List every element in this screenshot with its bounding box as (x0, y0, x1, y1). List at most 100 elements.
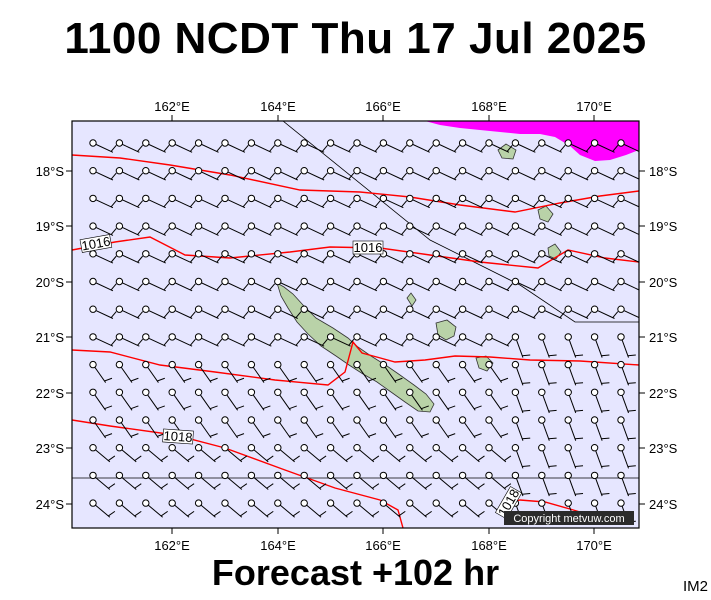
lat-tick-label: 20°S (649, 275, 678, 290)
wind-barb (379, 167, 408, 181)
wind-barb (406, 333, 434, 347)
wind-barb (617, 194, 639, 208)
wind-barb (617, 167, 639, 180)
wind-barb (590, 277, 619, 292)
wind-barb (247, 360, 271, 383)
wind-barb (221, 333, 249, 347)
wind-barb (458, 305, 487, 319)
lon-tick-label: 170°E (576, 99, 612, 114)
wind-barb (511, 388, 531, 414)
wind-barb (221, 471, 248, 490)
wind-barb (458, 471, 485, 490)
wind-barb (406, 277, 434, 292)
wind-barb (590, 167, 619, 181)
wind-barb (590, 444, 610, 469)
wind-barb (300, 471, 327, 490)
wind-barb (353, 222, 381, 236)
wind-barb (89, 388, 113, 411)
lon-tick-label: 162°E (154, 538, 190, 553)
lat-tick-label: 24°S (36, 497, 65, 512)
wind-barb (89, 305, 117, 319)
wind-barb (115, 416, 139, 439)
wind-barb (617, 360, 636, 386)
wind-barb (406, 222, 434, 236)
longitude-labels-bottom: 162°E 164°E 166°E 168°E 170°E (154, 538, 612, 553)
wind-barb (115, 139, 144, 153)
wind-barb (353, 194, 381, 209)
wind-barb (194, 416, 218, 439)
longitude-labels-top: 162°E 164°E 166°E 168°E 170°E (154, 99, 612, 114)
wind-barb (353, 360, 377, 383)
wind-barb (432, 222, 460, 236)
lat-tick-label: 22°S (36, 386, 65, 401)
wind-barb (485, 167, 513, 181)
lon-tick-label: 170°E (576, 538, 612, 553)
isobar-label: 1016 (80, 234, 111, 254)
wind-barb (247, 139, 276, 153)
wind-barb (379, 360, 403, 383)
wind-barb (379, 139, 408, 153)
wind-barb (617, 139, 639, 152)
wind-barb (89, 444, 116, 463)
wind-barb (353, 471, 380, 490)
wind-barb (485, 305, 513, 319)
lon-tick-label: 166°E (365, 538, 401, 553)
wind-barb (458, 333, 487, 347)
lat-tick-label: 24°S (649, 497, 678, 512)
wind-barb (247, 222, 276, 236)
wind-barb (511, 277, 540, 292)
ouvea-island (406, 292, 417, 307)
wind-barb (458, 444, 485, 463)
wind-barb (406, 194, 434, 209)
wind-barb (590, 305, 619, 319)
wind-barb (511, 444, 531, 469)
wind-barb (115, 277, 144, 292)
wind-barb (221, 139, 249, 153)
wind-barb (617, 222, 639, 236)
wind-barb (406, 360, 429, 383)
latitude-labels-right: 18°S 19°S 20°S 21°S 22°S 23°S 24°S (649, 164, 678, 512)
wind-barb (274, 222, 302, 236)
wind-barb (168, 167, 196, 181)
wind-barb (194, 139, 223, 153)
wind-barb (247, 499, 274, 518)
wind-barb (326, 305, 355, 319)
wind-barb (485, 388, 509, 411)
isobar-label-box (352, 240, 384, 255)
lon-tick-label: 164°E (260, 538, 296, 553)
wind-barb (247, 416, 271, 439)
wind-barb (432, 333, 460, 347)
wind-barb (300, 444, 327, 463)
wind-barb (432, 305, 460, 319)
wind-barb (194, 333, 223, 347)
wind-barb (458, 388, 482, 411)
wind-barb (590, 333, 610, 358)
wind-barb (115, 388, 139, 411)
wind-barb (142, 277, 170, 292)
wind-barb (590, 222, 619, 236)
wind-barb (590, 416, 610, 441)
wind-barb (247, 471, 274, 490)
wind-barb (194, 277, 223, 292)
wind-barb (406, 167, 434, 181)
wind-barb (168, 277, 196, 292)
wind-barb (379, 277, 408, 292)
wind-barb (89, 277, 117, 292)
wind-barb (538, 360, 557, 386)
wind-barb (89, 499, 116, 518)
wind-barb (326, 360, 350, 383)
wind-barb (274, 444, 300, 463)
wind-barb (247, 167, 276, 181)
wind-barb (564, 139, 592, 153)
isobar-label-box (79, 234, 113, 253)
wind-barb (379, 444, 406, 463)
wind-barb (89, 194, 117, 209)
wind-barb (564, 444, 584, 469)
wind-barb (379, 416, 403, 439)
copyright-box (504, 511, 634, 525)
wind-barb (247, 444, 274, 463)
wind-barb (432, 194, 460, 209)
wind-barb (221, 499, 248, 518)
wind-barb (406, 444, 432, 463)
wind-barb (617, 416, 636, 441)
